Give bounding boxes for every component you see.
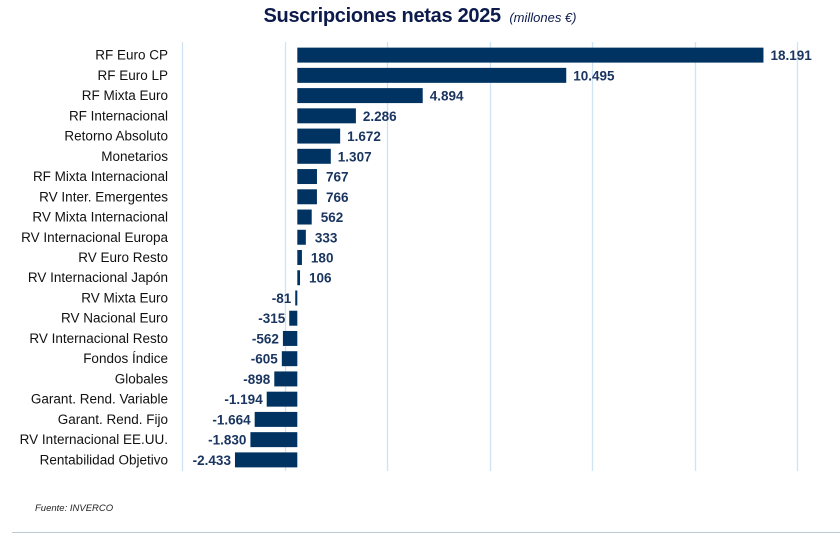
value-label: 767 [326,170,349,185]
bar [297,250,302,265]
value-label: -2.433 [193,453,232,468]
value-label: 2.286 [363,109,397,124]
value-label: 766 [326,190,349,205]
bar [297,229,306,245]
value-label: -1.664 [212,412,251,427]
value-label: -605 [251,352,279,367]
bar [297,169,317,185]
category-label: RV Internacional Japón [28,270,168,285]
bar [297,47,764,63]
bar [297,108,356,124]
bar [266,391,298,407]
bar [297,67,567,83]
value-label: 1.672 [347,129,381,144]
category-label: RV Internacional Europa [21,230,168,245]
value-label: 106 [309,271,332,286]
category-label: RV Mixta Euro [81,290,168,305]
value-label: -562 [252,331,279,346]
value-label: 1.307 [338,149,372,164]
category-label: RF Internacional [69,108,168,123]
category-label: RF Mixta Euro [82,88,168,103]
source-note: Fuente: INVERCO [35,503,114,514]
bar [297,128,341,144]
value-label: -1.194 [224,392,263,407]
category-label: RV Nacional Euro [61,311,168,326]
bar [282,330,298,346]
bar [297,189,317,205]
category-label: RV Internacional Resto [29,331,168,346]
category-label: Retorno Absoluto [64,129,168,144]
category-label: RV Euro Resto [78,250,168,265]
value-label: -1.830 [208,433,246,448]
bar [297,88,423,104]
category-label: Globales [115,371,169,386]
category-label: RF Euro LP [97,68,168,83]
category-label: Fondos Índice [83,351,168,366]
value-label: 562 [321,210,344,225]
value-label: -898 [243,372,271,387]
category-label: RV Inter. Emergentes [39,189,168,204]
chart-title: Suscripciones netas 2025 [263,5,501,27]
value-label: -81 [272,291,292,306]
bar [274,371,298,387]
category-label: RV Internacional EE.UU. [20,432,168,447]
bottom-divider [12,532,840,533]
bar [297,270,301,286]
bar [297,148,331,164]
bar [281,351,298,367]
category-label: RV Mixta Internacional [32,210,168,225]
category-label: Monetarios [101,149,168,164]
category-label: Garant. Rend. Fijo [58,412,168,427]
category-label: RF Mixta Internacional [33,169,168,184]
value-label: 333 [315,230,338,245]
value-label: 180 [311,251,334,266]
chart-subtitle: (millones €) [509,10,577,25]
chart-title-block: Suscripciones netas 2025 (millones €) [0,5,840,28]
category-label: RF Euro CP [95,48,168,63]
category-label: Garant. Rend. Variable [31,392,168,407]
value-label: 4.894 [430,89,464,104]
value-label: 18.191 [770,48,812,63]
bar [297,209,312,225]
value-label: 10.495 [573,68,615,83]
bar [289,310,298,326]
bar [250,432,298,448]
value-label: -315 [258,311,286,326]
bar [234,452,298,468]
category-label: Rentabilidad Objetivo [40,452,168,467]
bar [295,290,298,306]
bar [254,411,298,427]
